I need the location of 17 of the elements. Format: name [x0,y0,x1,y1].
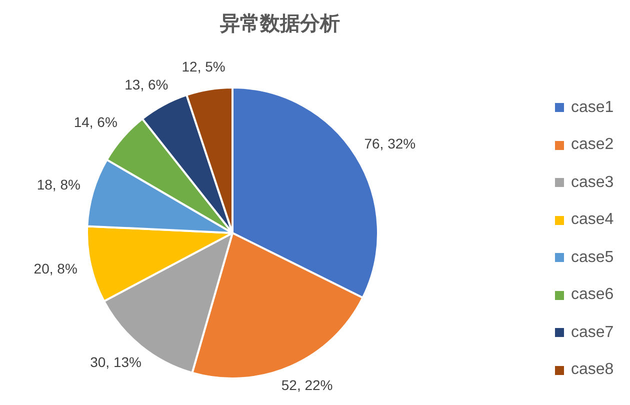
legend-label: case2 [571,136,614,154]
data-label: 76, 32% [364,136,416,152]
data-label: 30, 13% [90,354,142,370]
data-label: 14, 6% [74,114,118,130]
legend-label: case4 [571,211,614,230]
legend-label: case1 [571,98,614,117]
legend-label: case5 [571,248,614,267]
data-label: 13, 6% [124,76,168,92]
data-label: 18, 8% [36,176,80,192]
data-label: 12, 5% [182,58,226,75]
data-label: 20, 8% [34,260,78,277]
legend-label: case8 [571,361,614,380]
legend-label: case6 [571,286,614,304]
legend-label: case3 [571,174,614,192]
data-label: 52, 22% [281,377,333,394]
legend-label: case7 [571,324,614,342]
chart-title: 异常数据分析 [219,12,341,37]
